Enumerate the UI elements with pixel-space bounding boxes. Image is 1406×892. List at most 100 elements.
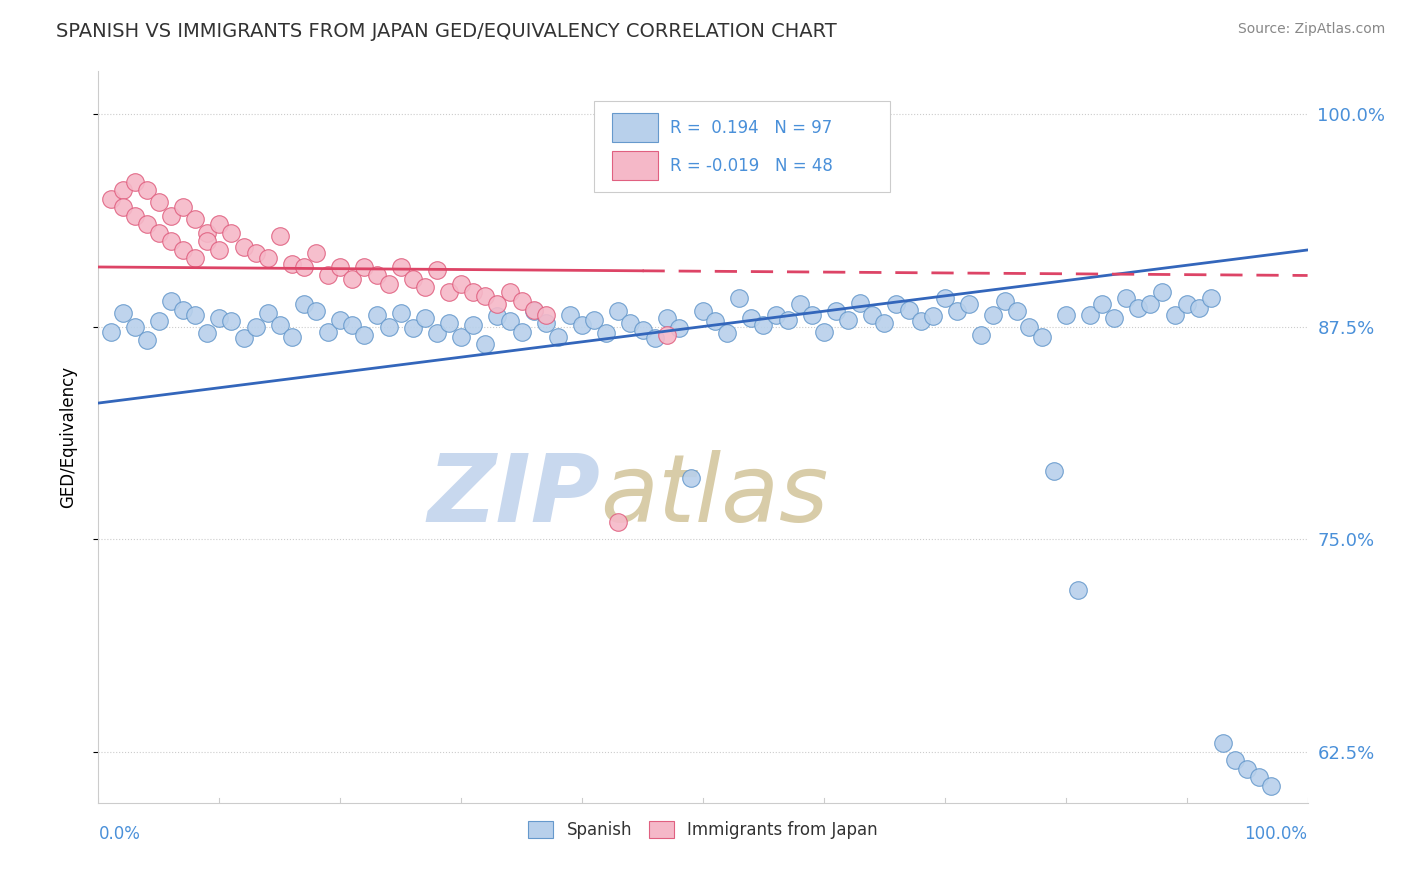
Point — [221, 314, 243, 328]
Point — [1042, 464, 1064, 478]
Point — [558, 308, 581, 322]
Point — [1007, 304, 1029, 318]
Point — [148, 195, 170, 210]
Point — [619, 316, 641, 330]
Point — [245, 246, 267, 260]
Point — [232, 331, 254, 345]
Point — [583, 312, 606, 326]
Text: ZIP: ZIP — [427, 450, 600, 541]
Text: R =  0.194   N = 97: R = 0.194 N = 97 — [671, 119, 832, 136]
Point — [692, 304, 714, 318]
Point — [1163, 308, 1185, 322]
Point — [269, 229, 291, 244]
Point — [208, 218, 231, 232]
Point — [342, 272, 364, 286]
Point — [342, 318, 364, 332]
Point — [1139, 297, 1161, 311]
Point — [316, 325, 339, 339]
Point — [849, 295, 872, 310]
Point — [305, 246, 328, 260]
Point — [523, 304, 546, 318]
Point — [100, 192, 122, 206]
Point — [474, 289, 496, 303]
Bar — [613, 151, 658, 180]
Point — [413, 280, 436, 294]
Point — [160, 209, 183, 223]
Point — [789, 297, 811, 311]
Point — [946, 304, 969, 318]
Point — [498, 285, 520, 300]
Point — [377, 319, 399, 334]
Point — [463, 285, 485, 300]
Point — [873, 316, 896, 330]
Point — [910, 314, 932, 328]
Text: atlas: atlas — [600, 450, 828, 541]
Point — [111, 201, 134, 215]
Point — [1212, 736, 1234, 750]
Point — [631, 323, 654, 337]
Point — [413, 311, 436, 326]
Point — [316, 268, 339, 283]
Point — [800, 308, 823, 322]
Point — [860, 308, 883, 322]
Point — [111, 306, 134, 320]
Point — [679, 471, 702, 485]
Point — [1223, 753, 1246, 767]
FancyBboxPatch shape — [595, 101, 890, 192]
Point — [389, 260, 412, 274]
Point — [716, 326, 738, 341]
Point — [366, 308, 388, 322]
Point — [897, 302, 920, 317]
Point — [921, 310, 943, 324]
Point — [100, 325, 122, 339]
Point — [571, 318, 593, 332]
Point — [402, 321, 425, 335]
Point — [740, 311, 762, 326]
Point — [160, 235, 183, 249]
Point — [1152, 285, 1174, 300]
Point — [510, 325, 533, 339]
Point — [765, 308, 787, 322]
Point — [111, 183, 134, 197]
Point — [148, 314, 170, 328]
Point — [124, 175, 146, 189]
Point — [135, 333, 157, 347]
Point — [1102, 311, 1125, 326]
Point — [486, 310, 509, 324]
Point — [124, 319, 146, 334]
Point — [148, 226, 170, 240]
Text: SPANISH VS IMMIGRANTS FROM JAPAN GED/EQUIVALENCY CORRELATION CHART: SPANISH VS IMMIGRANTS FROM JAPAN GED/EQU… — [56, 22, 837, 41]
Point — [232, 239, 254, 253]
Point — [195, 326, 218, 341]
Point — [195, 226, 218, 240]
Point — [981, 308, 1004, 322]
Point — [934, 291, 956, 305]
Point — [1115, 291, 1137, 305]
Point — [281, 329, 304, 343]
Point — [256, 252, 278, 266]
Point — [353, 260, 375, 274]
Point — [1199, 291, 1222, 305]
Point — [292, 297, 315, 311]
Point — [547, 329, 569, 343]
Point — [1249, 770, 1271, 784]
Point — [292, 260, 315, 274]
Point — [728, 291, 751, 305]
Point — [474, 336, 496, 351]
Point — [426, 263, 449, 277]
Point — [135, 183, 157, 197]
Point — [1067, 583, 1090, 598]
Point — [208, 311, 231, 326]
Point — [1078, 308, 1101, 322]
Point — [607, 304, 630, 318]
Point — [437, 316, 460, 330]
Point — [655, 328, 678, 343]
Point — [195, 235, 218, 249]
Point — [607, 515, 630, 529]
Point — [886, 297, 908, 311]
Point — [970, 328, 993, 343]
Point — [329, 312, 352, 326]
Point — [668, 321, 690, 335]
Point — [450, 329, 472, 343]
Point — [776, 312, 799, 326]
